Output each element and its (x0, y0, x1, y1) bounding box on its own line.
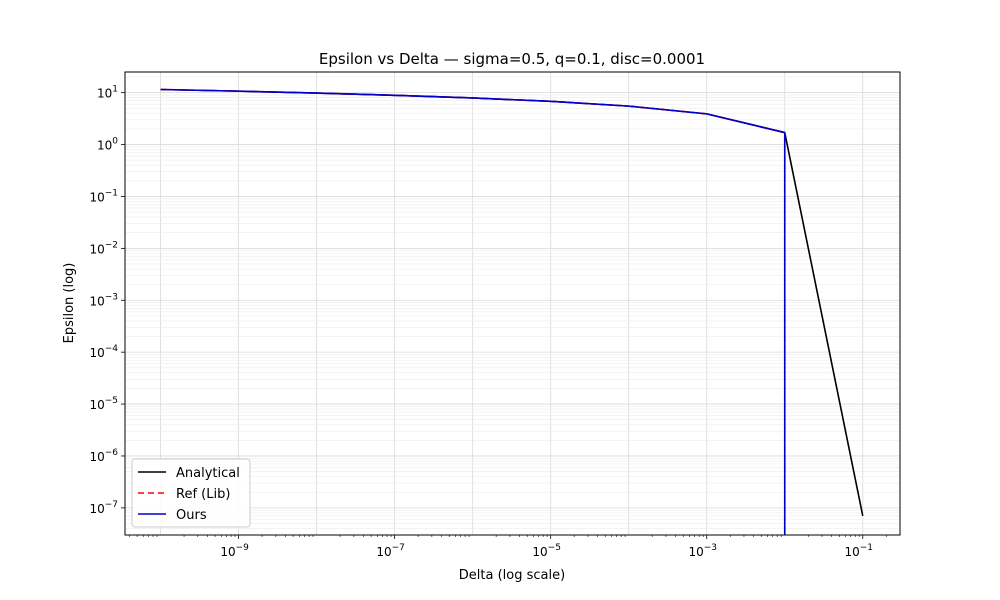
y-tick-exponent: −7 (105, 500, 118, 510)
y-tick-label: 10−7 (89, 500, 118, 516)
y-tick-exponent: −6 (105, 448, 119, 458)
x-tick-label: 10−1 (844, 543, 873, 559)
x-tick-label: 10−5 (532, 543, 561, 559)
x-tick-label: 10−7 (376, 543, 405, 559)
x-tick-label: 10−9 (220, 543, 249, 559)
y-tick-exponent: −1 (105, 188, 118, 198)
y-tick-exponent: −4 (105, 344, 119, 354)
legend-label: Ref (Lib) (176, 487, 230, 502)
y-tick-label: 10−3 (89, 292, 118, 308)
y-tick-label: 100 (97, 137, 118, 153)
y-tick-exponent: −5 (105, 396, 118, 406)
series-layer (160, 88, 864, 535)
legend: Analytical Ref (Lib) Ours (131, 458, 251, 528)
y-tick-label: 10−2 (89, 240, 118, 256)
legend-label: Ours (176, 508, 207, 523)
y-tick-exponent: −2 (105, 240, 118, 250)
y-tick-label: 10−5 (89, 396, 118, 412)
series-line-ours (160, 88, 786, 535)
x-tick-exponent: −7 (392, 543, 405, 553)
y-tick-exponent: −3 (105, 292, 118, 302)
x-axis-label: Delta (log scale) (459, 568, 565, 583)
y-axis-label: Epsilon (log) (62, 263, 77, 344)
x-tick-exponent: −5 (548, 543, 561, 553)
chart-title: Epsilon vs Delta — sigma=0.5, q=0.1, dis… (319, 50, 705, 68)
plot-frame (124, 71, 901, 536)
y-tick-exponent: 0 (112, 137, 118, 147)
grid (125, 72, 900, 536)
y-tick-label: 101 (97, 85, 118, 101)
x-axis-ticks: 10−9 10−7 10−5 10−3 10−1 (129, 535, 887, 559)
x-tick-exponent: −3 (704, 543, 717, 553)
legend-box (131, 458, 251, 528)
x-tick-exponent: −9 (236, 543, 250, 553)
x-tick-label: 10−3 (688, 543, 717, 559)
y-tick-label: 10−1 (89, 188, 118, 204)
y-tick-exponent: 1 (112, 85, 118, 95)
x-tick-exponent: −1 (860, 543, 873, 553)
legend-label: Analytical (176, 466, 240, 481)
y-tick-label: 10−6 (89, 448, 118, 464)
y-tick-label: 10−4 (89, 344, 118, 360)
